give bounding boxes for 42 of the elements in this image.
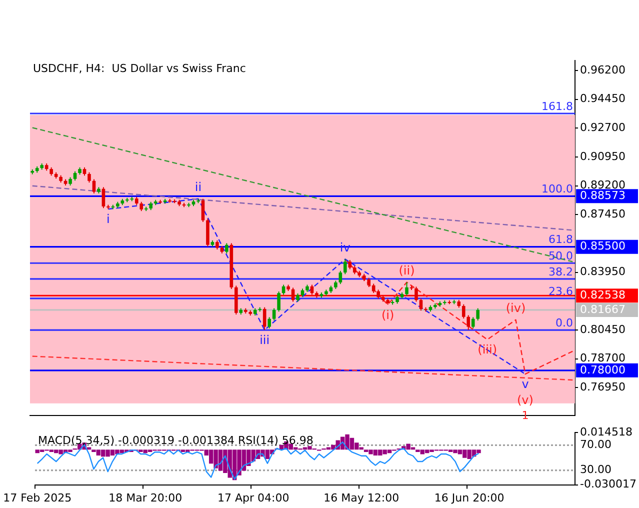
ref-line-label: 0.82538 — [580, 288, 626, 302]
y-tick-label: 0.87450 — [580, 208, 626, 221]
y-tick-label: 0.90950 — [580, 150, 626, 163]
ref-line-label: 0.88573 — [580, 189, 626, 202]
y-tick-label: 0.92700 — [580, 121, 626, 134]
annotation: 161.8 — [542, 100, 573, 113]
annotation: 38.2 — [548, 265, 573, 278]
data-label: (iii) — [478, 342, 498, 357]
y-tick-label: 0.89200 — [580, 178, 626, 192]
y-tick-label: 0.78700 — [580, 352, 626, 365]
x-tick-label: 17 Apr 04:00 — [217, 491, 290, 504]
y-tick-label: 0.014518 — [580, 425, 632, 438]
ref-line-label: 0.85500 — [580, 240, 626, 253]
data-label: (iv) — [506, 300, 526, 315]
data-label: iii — [260, 333, 270, 348]
annotation: 0.0 — [556, 316, 573, 330]
ref-line-label: 0.78000 — [580, 363, 626, 376]
data-label: ii — [194, 180, 202, 194]
annotation: 61.8 — [548, 233, 573, 246]
data-label: i — [106, 212, 110, 226]
ref-line-label: 0.81667 — [580, 302, 626, 316]
annotation: 23.6 — [548, 284, 573, 298]
data-label: (ii) — [398, 263, 415, 278]
data-label: (v) — [517, 393, 534, 408]
y-tick-label: 0.80450 — [580, 322, 626, 336]
y-tick-label: 0.94450 — [580, 92, 626, 106]
y-tick-label: 0.96200 — [580, 63, 626, 76]
y-tick-label: -0.030017 — [580, 478, 636, 491]
y2-tick-label: 30.00 — [580, 463, 612, 476]
chart-title: MACD(5,34,5) -0.000319 -0.001384 RSI(14) 56.98 — [38, 434, 314, 447]
annotation: 100.0 — [542, 182, 573, 196]
chart-title: USDCHF, H4: US Dollar vs Swiss Franc — [33, 62, 246, 75]
y2-tick-label: 70.00 — [580, 438, 612, 452]
data-label: v — [522, 377, 529, 392]
data-label: (i) — [381, 308, 394, 322]
y-tick-label: 0.76950 — [580, 380, 626, 394]
x-tick-label: 17 Feb 2025 — [3, 491, 72, 504]
x-tick-label: 16 Jun 20:00 — [434, 491, 504, 504]
annotation: 50.0 — [548, 249, 573, 262]
x-tick-label: 18 Mar 20:00 — [108, 491, 182, 504]
x-tick-label: 16 May 12:00 — [324, 491, 400, 504]
y-tick-label: 0.83950 — [580, 265, 626, 278]
